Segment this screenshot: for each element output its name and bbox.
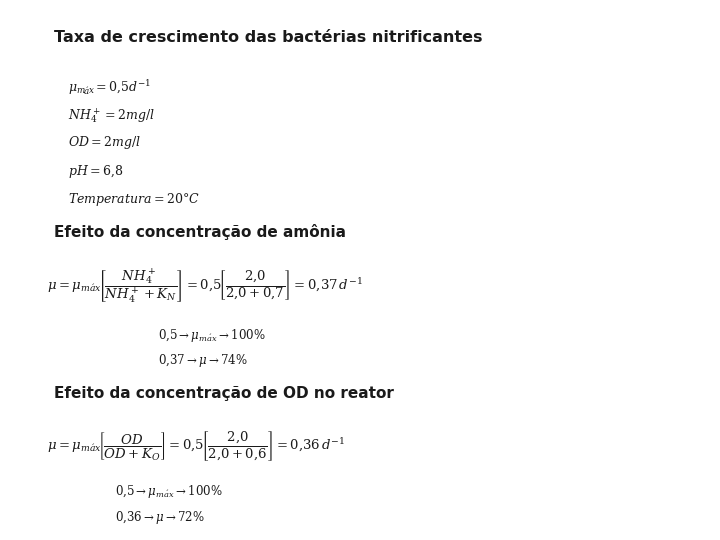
Text: $0{,}36 \rightarrow \mu \rightarrow 72\%$: $0{,}36 \rightarrow \mu \rightarrow 72\%… <box>115 509 205 525</box>
Text: $0{,}5 \rightarrow \mu_{m\acute{a}x} \rightarrow 100\%$: $0{,}5 \rightarrow \mu_{m\acute{a}x} \ri… <box>158 327 266 343</box>
Text: $\mu = \mu_{m\acute{a}x}\!\left[\dfrac{OD}{OD + K_O}\right]= 0{,}5\!\left[\dfrac: $\mu = \mu_{m\acute{a}x}\!\left[\dfrac{O… <box>47 429 345 463</box>
Text: $0{,}5 \rightarrow \mu_{m\acute{a}x} \rightarrow 100\%$: $0{,}5 \rightarrow \mu_{m\acute{a}x} \ri… <box>115 483 222 500</box>
Text: $0{,}37 \rightarrow \mu \rightarrow 74\%$: $0{,}37 \rightarrow \mu \rightarrow 74\%… <box>158 352 248 369</box>
Text: Taxa de crescimento das bactérias nitrificantes: Taxa de crescimento das bactérias nitrif… <box>54 30 482 45</box>
Text: Efeito da concentração de OD no reator: Efeito da concentração de OD no reator <box>54 386 394 401</box>
Text: $pH = 6{,}8$: $pH = 6{,}8$ <box>68 163 124 179</box>
Text: $NH_4^+ = 2mg/l$: $NH_4^+ = 2mg/l$ <box>68 106 156 125</box>
Text: $Temperatura = 20\degree C$: $Temperatura = 20\degree C$ <box>68 191 200 207</box>
Text: $\mu_{m\!\acute{a}x} = 0{,}5d^{-1}$: $\mu_{m\!\acute{a}x} = 0{,}5d^{-1}$ <box>68 78 152 97</box>
Text: $\mu = \mu_{m\acute{a}x}\!\left[\dfrac{NH_4^+}{NH_4^+ + K_N}\right]= 0{,}5\!\lef: $\mu = \mu_{m\acute{a}x}\!\left[\dfrac{N… <box>47 267 363 305</box>
Text: $OD = 2mg/l$: $OD = 2mg/l$ <box>68 134 141 151</box>
Text: Efeito da concentração de amônia: Efeito da concentração de amônia <box>54 224 346 240</box>
